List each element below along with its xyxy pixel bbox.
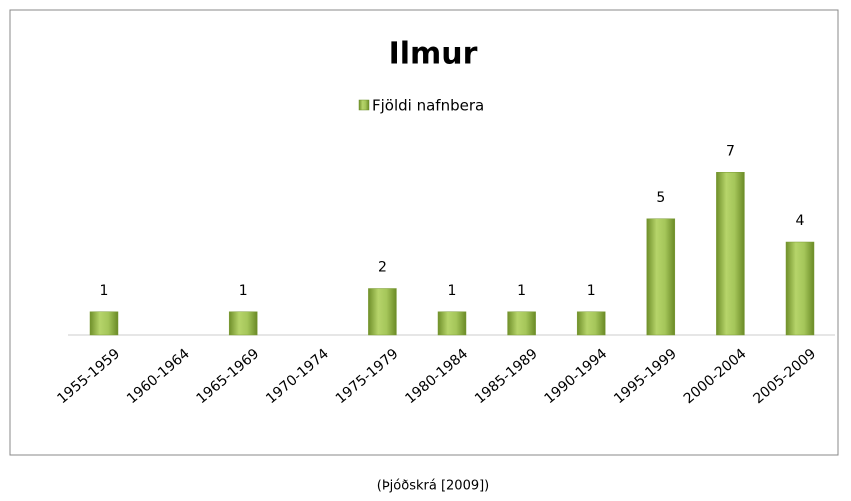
bar — [716, 172, 745, 336]
bar — [576, 311, 606, 336]
value-label: 2 — [378, 260, 387, 276]
value-label: 1 — [448, 283, 457, 299]
value-label: 1 — [100, 283, 109, 299]
bar — [368, 288, 397, 336]
bar — [507, 311, 536, 336]
bar — [785, 241, 815, 336]
value-label: 7 — [726, 143, 735, 159]
bar — [437, 311, 467, 336]
chart-title: Ilmur — [389, 37, 478, 72]
bar — [228, 311, 258, 336]
value-label: 1 — [587, 283, 596, 299]
bar — [89, 311, 119, 336]
caption: (Þjóðskrá [2009]) — [377, 479, 490, 494]
legend-swatch — [358, 99, 370, 111]
legend-label: Fjöldi nafnbera — [372, 97, 484, 115]
value-label: 4 — [796, 213, 805, 229]
value-label: 1 — [239, 283, 248, 299]
bar — [646, 218, 676, 336]
value-label: 5 — [656, 190, 665, 206]
chart-frame — [9, 9, 839, 456]
value-label: 1 — [517, 283, 526, 299]
